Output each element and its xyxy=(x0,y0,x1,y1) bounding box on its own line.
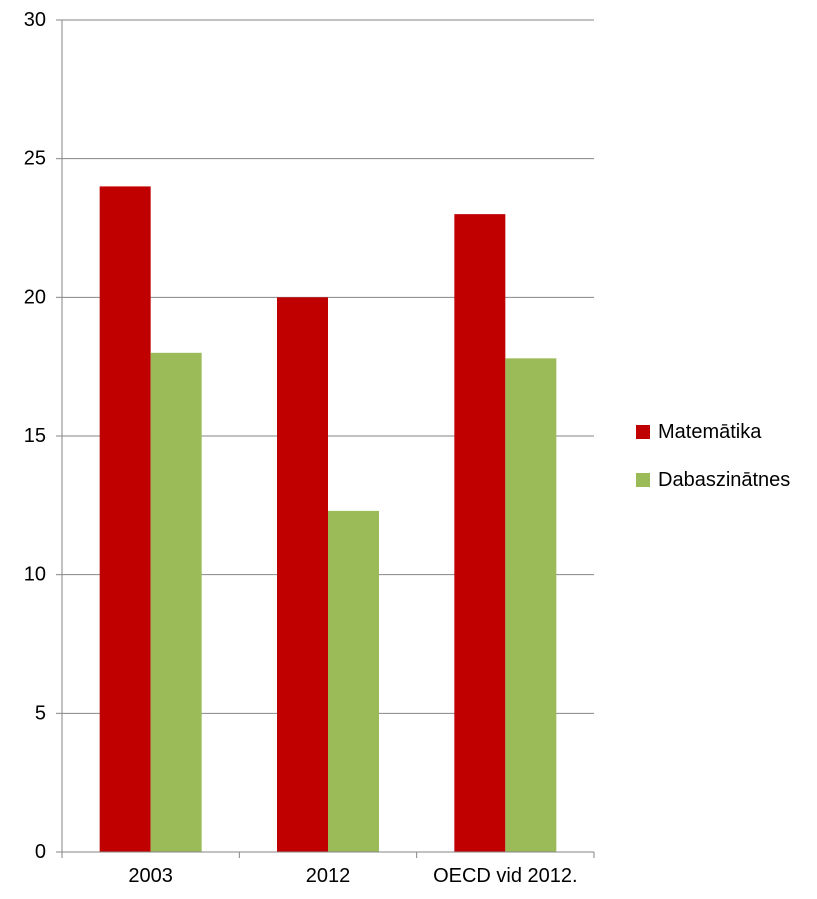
bar-series-1-2012 xyxy=(277,297,328,852)
y-axis: 0 5 10 15 20 25 30 xyxy=(24,9,63,863)
x-tick-label: OECD vid 2012. xyxy=(433,865,578,887)
legend-swatch xyxy=(636,473,650,487)
bar-series-2-2003 xyxy=(150,352,202,852)
y-tick-label: 25 xyxy=(24,148,46,170)
x-tick-label: 2003 xyxy=(128,865,173,887)
bar-series-1-2003 xyxy=(99,186,151,852)
y-tick-label: 0 xyxy=(35,841,46,863)
legend-swatch xyxy=(636,425,650,439)
bar-series-2-2012 xyxy=(328,510,379,852)
legend-label: Dabaszinātnes xyxy=(658,469,790,491)
x-tick-label: 2012 xyxy=(306,865,351,887)
y-tick-label: 10 xyxy=(24,564,46,586)
bar-series-1-oecd-vid-2012 xyxy=(454,214,506,853)
legend-label: Matemātika xyxy=(658,421,762,443)
legend: Matemātika Dabaszinātnes xyxy=(636,421,790,491)
y-tick-label: 30 xyxy=(24,9,46,31)
x-axis: 2003 2012 OECD vid 2012. xyxy=(61,851,595,887)
bars xyxy=(99,186,557,853)
y-tick-label: 15 xyxy=(24,425,46,447)
y-tick-label: 20 xyxy=(24,286,46,308)
bar-series-2-oecd-vid-2012 xyxy=(505,358,557,852)
y-tick-label: 5 xyxy=(35,702,46,724)
